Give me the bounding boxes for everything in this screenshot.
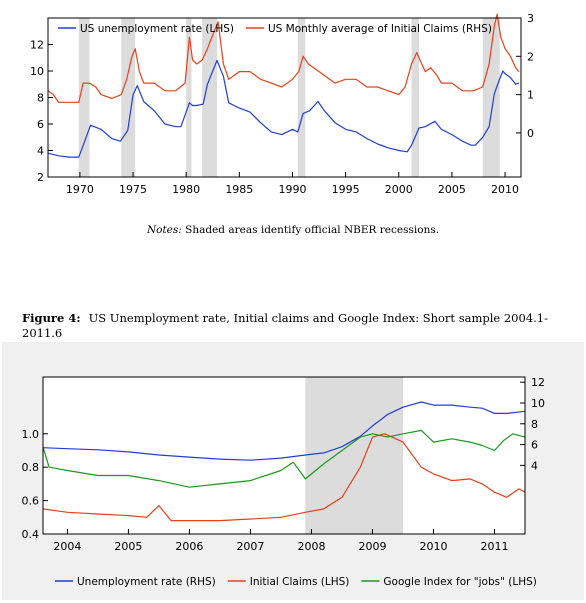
- figure-label: Figure 4:: [22, 311, 81, 325]
- left-axis-tick-label: 2: [37, 171, 44, 184]
- x-axis-tick-label: 1975: [119, 183, 147, 196]
- right-axis-tick-label: 4: [531, 459, 538, 472]
- recession-band: [305, 377, 403, 534]
- legend-label: US unemployment rate (LHS): [80, 23, 234, 35]
- x-axis-tick-label: 2007: [236, 540, 264, 553]
- x-axis-tick-label: 2000: [385, 183, 413, 196]
- chart-1-notes: Notes: Shaded areas identify official NB…: [0, 224, 586, 236]
- x-axis-tick-label: 1980: [172, 183, 200, 196]
- x-axis-tick-label: 1990: [278, 183, 306, 196]
- legend-label: Google Index for "jobs" (LHS): [383, 576, 536, 588]
- right-axis-tick-label: 0: [527, 127, 534, 140]
- series-line: [42, 401, 526, 461]
- left-axis-tick-label: 6: [37, 118, 44, 131]
- series-line: [47, 59, 520, 158]
- series-line: [42, 433, 526, 522]
- x-axis-tick-label: 2010: [491, 183, 519, 196]
- right-axis-tick-label: 2: [527, 50, 534, 63]
- recession-band: [202, 18, 218, 177]
- legend-label: Initial Claims (LHS): [250, 576, 350, 588]
- x-axis-tick-label: 2010: [419, 540, 447, 553]
- figure-caption-text: US Unemployment rate, Initial claims and…: [22, 311, 548, 340]
- plot-frame: [47, 17, 522, 178]
- recession-band: [482, 18, 500, 177]
- chart-2-unemployment-claims-google-short: 0.4 0.6 0.8 1.0 4 6 8 10 12 2004 2005 2006 2007 2008 2…: [22, 376, 546, 588]
- left-axis-tick-label: 12: [30, 39, 44, 52]
- x-axis-tick-label: 2005: [114, 540, 142, 553]
- legend-label: Unemployment rate (RHS): [77, 576, 216, 588]
- left-axis-tick-label: 8: [37, 92, 44, 105]
- notes-text: Shaded areas identify official NBER rece…: [185, 224, 440, 236]
- left-axis-tick-label: 4: [37, 145, 44, 158]
- left-axis-tick-label: 0.4: [22, 528, 40, 541]
- series-line: [42, 429, 526, 488]
- right-axis-tick-label: 10: [531, 397, 545, 410]
- left-axis-tick-label: 1.0: [22, 428, 40, 441]
- x-axis-tick-label: 2004: [53, 540, 81, 553]
- x-axis-tick-label: 2006: [175, 540, 203, 553]
- plot-area: [43, 377, 525, 534]
- left-axis-tick-label: 10: [30, 65, 44, 78]
- right-axis-tick-label: 1: [527, 89, 534, 102]
- figure-4-caption: Figure 4: US Unemployment rate, Initial c…: [22, 311, 562, 341]
- x-axis-tick-label: 1985: [225, 183, 253, 196]
- series-line: [47, 13, 520, 103]
- recession-band: [297, 18, 306, 177]
- x-axis-tick-label: 2009: [358, 540, 386, 553]
- left-axis-tick-label: 0.8: [22, 461, 40, 474]
- x-axis-tick-label: 2008: [297, 540, 325, 553]
- x-axis-tick-label: 2011: [480, 540, 508, 553]
- x-axis-tick-label: 1995: [332, 183, 360, 196]
- right-axis-tick-label: 3: [527, 12, 534, 25]
- x-axis-tick-label: 2005: [438, 183, 466, 196]
- legend-label: US Monthly average of Initial Claims (RH…: [268, 23, 492, 35]
- left-axis-tick-label: 0.6: [22, 495, 40, 508]
- right-axis-tick-label: 8: [531, 418, 538, 431]
- right-axis-tick-label: 6: [531, 439, 538, 452]
- recession-band: [411, 18, 419, 177]
- plot-frame: [42, 376, 526, 535]
- recession-band: [78, 18, 90, 177]
- recession-band: [186, 18, 192, 177]
- x-axis-tick-label: 1970: [66, 183, 94, 196]
- right-axis-tick-label: 12: [531, 376, 545, 389]
- notes-label: Notes:: [146, 224, 182, 236]
